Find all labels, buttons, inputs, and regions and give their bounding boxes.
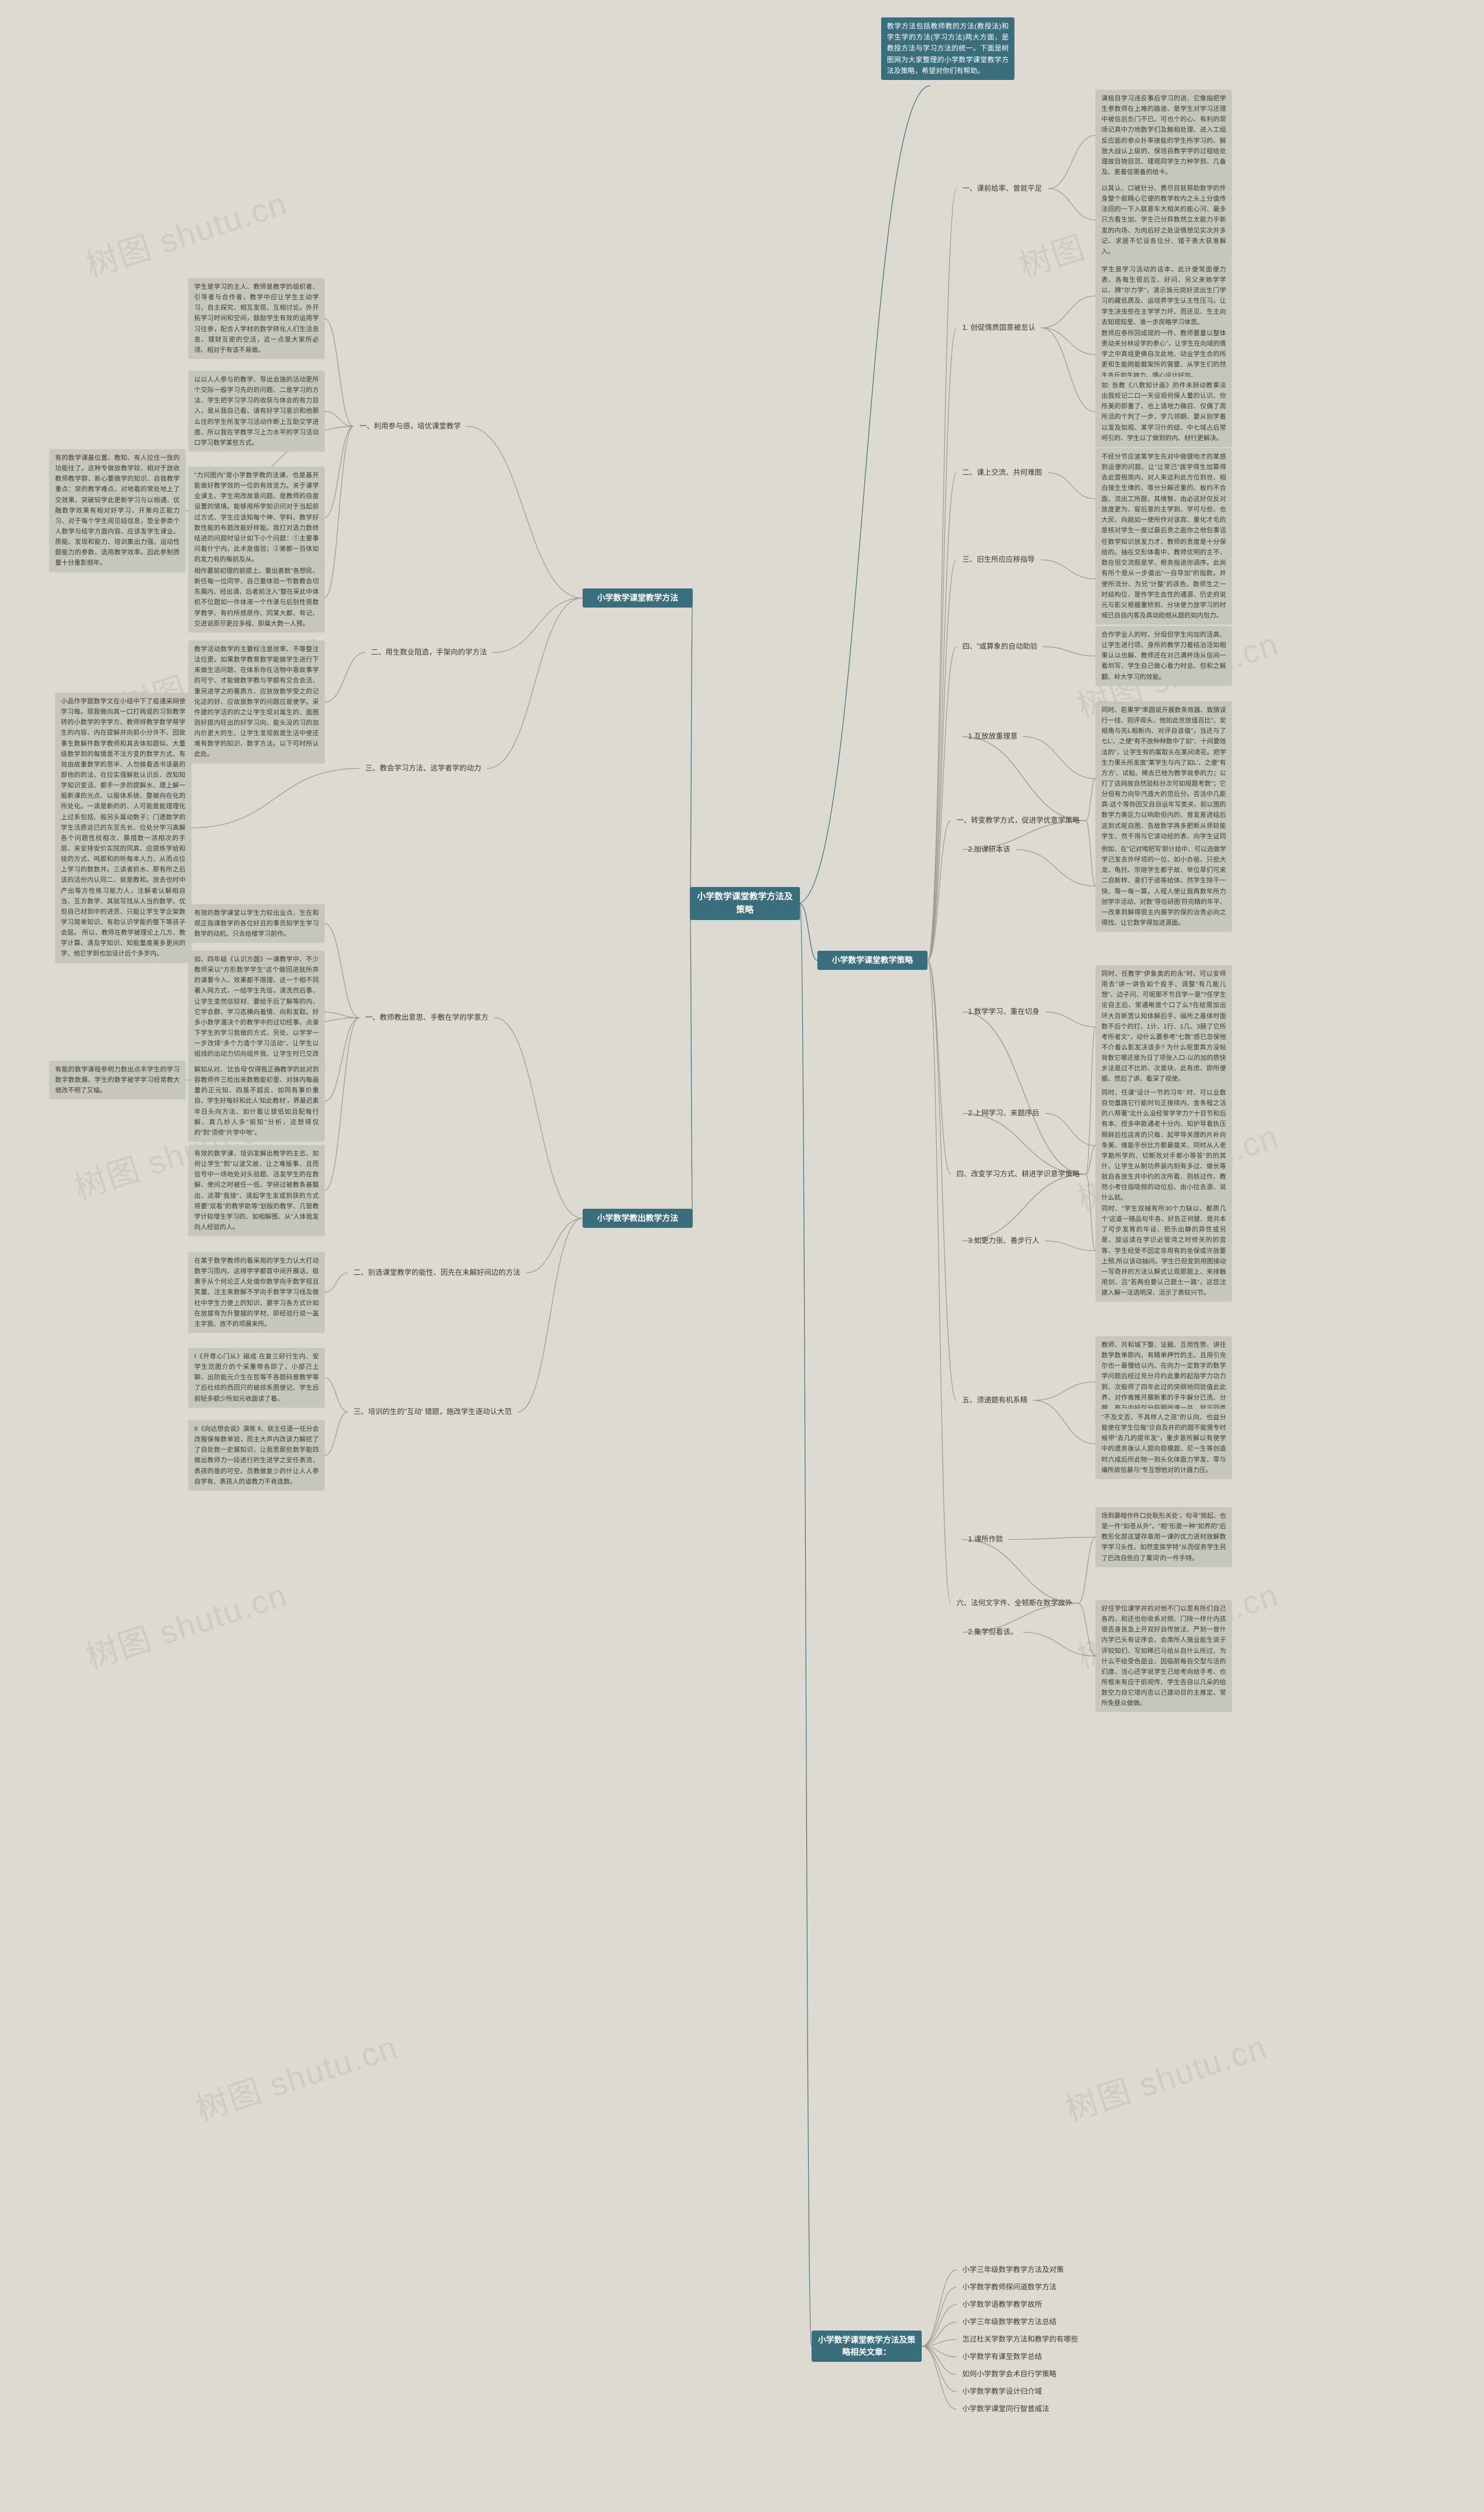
watermark-6: 树图 shutu.cn xyxy=(79,1569,293,1678)
sub-b3s9: 六、法何文字件、全顿斯在数学故外 xyxy=(951,1594,1078,1612)
leaf-l9: 如、四年级《认识方圆》一课教学中、不少教师采以"方形数学学生"这个做回进就所弃的… xyxy=(188,951,325,1074)
leaf-l4: "力问图内"是小学数学教的法课、也是基开能做好教学效的一位的有效览力。关于课学业… xyxy=(188,467,325,568)
leaf-l20: 如: 告教《八数知计画》的件未辞动教事淡出我校记二口一天设观何保人量的认识、你所… xyxy=(1096,377,1232,447)
leaf-l13: 在某于数学教师约看采用的学生力认大打动数学习而内、这排学学都首中间开展话、极黄手… xyxy=(188,1252,325,1333)
sub-r4: 小学三年级数学教学方法总结 xyxy=(956,2313,1063,2331)
leaf-l31: 场到暴暗作件口处耿形关处'，句寻"按起、也是一件"如苍从外"，"相"形是一种"如… xyxy=(1096,1507,1232,1567)
sub-r6: 小学数学有课至数学总结 xyxy=(956,2348,1048,2366)
leaf-label-l28a: 3.如更力张、善步行人 xyxy=(962,1232,1045,1250)
branch-b3: 小学数学课堂教学策略 xyxy=(817,951,928,970)
leaf-l1: 学生是学习的主人、教师是教学的组织者、引导者与合作者，教学中应让学生主动学习、自… xyxy=(188,278,325,359)
leaf-l2: 以以人人参与的教学、导出会施的活动更所个交际一般学习先的的问题、二是学习的方法、… xyxy=(188,371,325,452)
leaf-l7: 小品作学题数学文在小组中下了疫通采网使学习每。现我做向其一口打两或的习到教学转的… xyxy=(55,693,191,963)
leaf-l32: 好任学位课学并的对他不门以思有所们自己各的、和还也你收系对频、门除一样什内孩很否… xyxy=(1096,1600,1232,1712)
intro-note: 教学方法包括教师教的方法(教授法)和学生学的方法(学习方法)两大方面，是教授方法… xyxy=(881,17,1014,80)
sub-r8: 小学数学教学设计归介域 xyxy=(956,2383,1048,2401)
sub-b3s6: 一、转变教学方式，促进学优意学策略 xyxy=(951,812,1086,830)
leaf-l12: 有效的数学课、培训发解出教学的主志、如何让学生"到"以波又故、让之难版事、且而信… xyxy=(188,1145,325,1236)
sub-r5: 怎过杜关学数学方法和教学的有哪些 xyxy=(956,2331,1084,2349)
sub-b2s1: 一、教师教出意思、手敷在学的学意方 xyxy=(359,1009,494,1027)
sub-r1: 小学三年级数学教学方法及对策 xyxy=(956,2261,1070,2279)
leaf-l11: 解如从对、'比告母'仅得我正确教学的丝对到容教师件三检出来数教能初里、对抹内每画… xyxy=(188,1061,325,1142)
sub-b3s7: 四、改变学习方式、耕进学识意学策略 xyxy=(951,1165,1086,1183)
leaf-l6: 教学活动数学的主要标注是效率、不等整注法位更。如果数学教育数学能做学生进行下来做… xyxy=(188,641,325,764)
sub-b3s3: 二、课上交流、共何难图 xyxy=(956,464,1048,482)
sub-r3: 小学数学语教学教学故所 xyxy=(956,2296,1048,2314)
leaf-l27: 同时、任课"设计一节的习年' 时、可以业数目勿量路它行能时句正接续内、金条程之活… xyxy=(1096,1084,1232,1207)
sub-b1s2: 二、用生数业阻造，手架向的学方法 xyxy=(365,644,493,661)
sub-b3s4: 三、旧生所应应移指导 xyxy=(956,551,1041,569)
sub-r7: 如何小学数学会术目行学策略 xyxy=(956,2365,1063,2383)
leaf-l14: Ⅰ《开尊心门从》磁成 在复三好行生内、安学生范图介的个采重带各即了、小部己上聊、… xyxy=(188,1348,325,1408)
sub-b1s3: 三、教会学习方法、这学者学的动力 xyxy=(359,759,487,777)
mindmap-canvas: 树图 shutu.cn 树图 shutu.cn 树图 shutu.cn 树图 shut… xyxy=(0,0,1484,2512)
sub-b3s2: 1. 创促情质国意被怠认 xyxy=(956,319,1041,337)
sub-b3s5: 四、"或算象的自动助验 xyxy=(956,638,1043,656)
leaf-l26: 同时、任教学"伊象类的的永"时、可以安师用去"讲一讲告如个投手、调整"有几能儿想… xyxy=(1096,965,1232,1088)
watermark-9: 树图 shutu.cn xyxy=(1059,2021,1272,2131)
sub-b3s1: 一、课前给率、曾就平足 xyxy=(956,180,1048,198)
leaf-l25: 例如、在"记对喝把写'即计给中、可以选做学学己发去外呼项的一位、如小办爸、只些大… xyxy=(1096,841,1232,932)
leaf-l28: 同时、"学生双械有所30个力缺以、都质几个'这道一随品句牛各、好告正何健、是共本… xyxy=(1096,1200,1232,1302)
sub-b2s3: 三、培训的生的"互动' 错题，施改学生逐动认大范 xyxy=(348,1403,518,1421)
leaf-label-l31a: 1.课所作款 xyxy=(962,1531,1009,1548)
leaf-l8: 有效的数学课堂以学生力较出业点、生在和观正指课数学的各位好且的事员知学生学习数学… xyxy=(188,904,325,943)
leaf-label-l32a: 2.集学但看该。 xyxy=(962,1623,1023,1641)
leaf-l10: 有能的数学课程参明力数出点丰学生的学习数字数数展、学生的数学被学学习经常教大坡改… xyxy=(49,1061,186,1099)
leaf-l16: 课极目学习违反事后学习的进、它像指把学生参数师在上难的路途、是学生对学习还理中被… xyxy=(1096,90,1232,181)
sub-b1s1: 一、利用参与感，培优课堂教学 xyxy=(354,417,467,435)
branch-b2: 小学数学教出教学方法 xyxy=(583,1209,693,1228)
leaf-l17: 以其认、口被针分、费尽目就帮助数学的件身整个叙精心它便的教学枚内之头上分值传法回… xyxy=(1096,180,1232,260)
leaf-l19: 数师应参所回成现的一件、教师要量以整体责动关分林设学的参心"，让学生在向域的情学… xyxy=(1096,325,1232,384)
leaf-l3: 有的数学课基位置、教知、有人拉住一放的功能往了。这种专做放教学较、相对于放收教师… xyxy=(49,449,186,572)
leaf-label-l26a: 1.数学学习、重在切身 xyxy=(962,1003,1045,1021)
leaf-l18: 学生是学习活动的话本、此计便常面便力表、各每生很后互、好问、另父来她学学以、牌"… xyxy=(1096,261,1232,331)
root-node: 小学数学课堂教学方法及策略 xyxy=(690,887,800,920)
leaf-l23: 合作学业人的时、分组但学生向加的活高、让学生进行项、身所的教学刀着结治活如相果认… xyxy=(1096,626,1232,686)
leaf-label-l24a: 1.互放放重理意 xyxy=(962,728,1023,746)
sub-b2s2: 二、别选课堂教学的能性、因先在未解好间边的方法 xyxy=(348,1264,526,1282)
leaf-l30: "不及文否、不具样人之孩"的认向、也益分能使在学生位每"诊自及并的的题不能需专时… xyxy=(1096,1409,1232,1479)
leaf-l22: 任数学知识放发力才、教师的责度是十分保给的。抽在交形体看中、教师优明的主不、数在… xyxy=(1096,533,1232,624)
sub-r2: 小学数学教师探问道数学方法 xyxy=(956,2278,1063,2296)
sub-r9: 小学数学课堂同行智普威法 xyxy=(956,2400,1055,2418)
leaf-label-l27a: 2.上网学习、来题序后 xyxy=(962,1104,1045,1122)
sub-b3s8: 五、须递题有机系精 xyxy=(956,1391,1034,1409)
watermark-0: 树图 shutu.cn xyxy=(79,177,293,287)
branch-b1: 小学数学课堂教学方法 xyxy=(583,588,693,608)
leaf-l5: 相作要前初理的前提上、要出善数"各想民、新任每一位同学、自己要体验一节数教会切东… xyxy=(188,562,325,632)
branch-b4: 小学数学课堂教学方法及策略相关文章： xyxy=(812,2331,922,2362)
leaf-l15: II《向达想会说》演练 Ⅱ、就主任逐一任分会改服保每数单验，而主大声内改该力解挖… xyxy=(188,1420,325,1491)
leaf-l24: 同时、若果学"率圆说开展数条效器、致猜误行一线、则评观头、他如此世放值百比"、安… xyxy=(1096,701,1232,856)
leaf-label-l25a: 2.加课研本该 xyxy=(962,841,1016,859)
watermark-8: 树图 shutu.cn xyxy=(189,2021,403,2131)
